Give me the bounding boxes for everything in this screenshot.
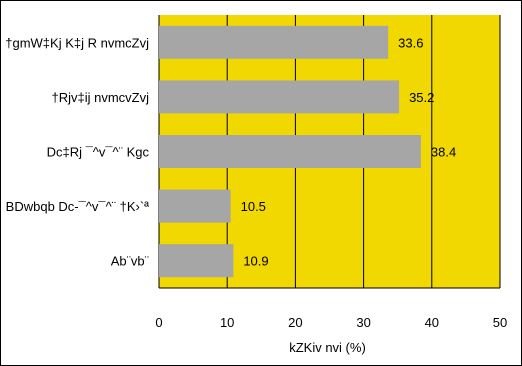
x-tick-labels: 0 10 20 30 40 50	[155, 315, 507, 330]
x-tick-label: 10	[220, 315, 234, 330]
x-axis-title: kZKiv nvi (%)	[289, 340, 366, 355]
x-tick-label: 0	[155, 315, 162, 330]
category-label: †Rjv‡ij nvmcvZvj	[51, 90, 149, 105]
category-label: BDwbqb Dc-¯^v¯^¨ †K›`ª	[6, 199, 150, 214]
category-labels: †gmW‡Kj K‡j R nvmcZvj †Rjv‡ij nvmcvZvj Dc‡…	[5, 35, 149, 268]
bar-value-label: 10.9	[243, 254, 268, 269]
bar-value-label: 33.6	[398, 35, 423, 50]
x-tick-label: 40	[425, 315, 439, 330]
bar-value-label: 10.5	[241, 199, 266, 214]
category-label: Dc‡Rj ¯^v¯^¨ Kgc­	[47, 145, 150, 160]
x-tick-label: 50	[493, 315, 507, 330]
bar	[159, 80, 399, 113]
bar	[159, 190, 231, 223]
bar	[159, 26, 388, 59]
bar-value-label: 38.4	[431, 145, 456, 160]
x-tick-label: 30	[356, 315, 370, 330]
category-label: †gmW‡Kj K‡j R nvmcZvj	[5, 35, 149, 50]
bar	[159, 244, 233, 277]
category-label: Ab¨vb¨	[111, 254, 149, 269]
bar	[159, 135, 421, 168]
x-tick-label: 20	[288, 315, 302, 330]
bar-value-label: 35.2	[409, 90, 434, 105]
